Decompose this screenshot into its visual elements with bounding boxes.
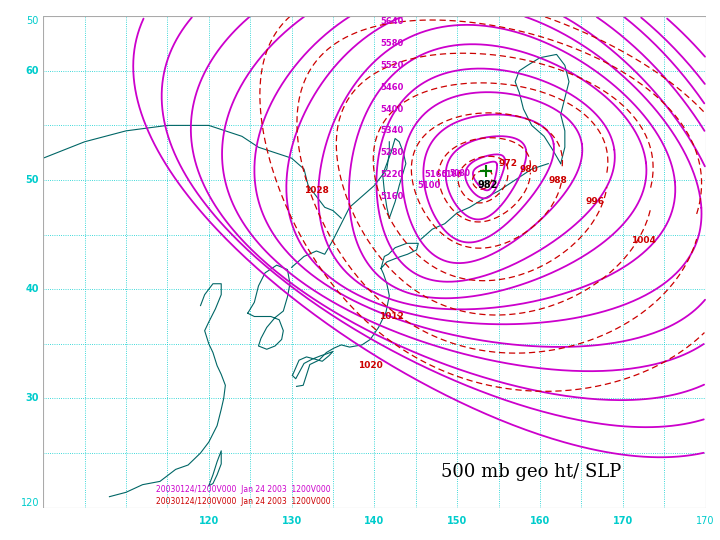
Text: 50: 50 [25, 175, 39, 185]
Text: 5580: 5580 [380, 39, 403, 48]
Text: 60: 60 [25, 66, 39, 76]
Text: 1004: 1004 [631, 235, 656, 245]
Text: 5400: 5400 [380, 105, 403, 113]
Text: 20030124/1200V000  Jan 24 2003  1200V000: 20030124/1200V000 Jan 24 2003 1200V000 [156, 497, 330, 505]
Text: 170: 170 [613, 516, 633, 526]
Text: 500 mb geo ht/ SLP: 500 mb geo ht/ SLP [441, 463, 621, 481]
Text: 5340: 5340 [380, 126, 403, 136]
Text: 5160: 5160 [424, 170, 447, 179]
Text: 988: 988 [549, 176, 567, 185]
Text: 5460: 5460 [380, 83, 403, 92]
Text: 5220: 5220 [380, 170, 403, 179]
Text: 120: 120 [21, 497, 39, 508]
Text: 1012: 1012 [379, 312, 403, 321]
Text: 170: 170 [696, 516, 715, 526]
Text: 5100: 5100 [442, 170, 463, 179]
Text: 50: 50 [27, 16, 39, 26]
Text: 5640: 5640 [380, 17, 403, 26]
Text: 982: 982 [477, 180, 498, 190]
Text: 5100: 5100 [418, 181, 441, 190]
Text: 130: 130 [282, 516, 302, 526]
Text: 40: 40 [25, 284, 39, 294]
Text: 5280: 5280 [380, 148, 403, 157]
Text: 1028: 1028 [304, 186, 329, 195]
Text: 972: 972 [498, 159, 518, 168]
Text: 140: 140 [364, 516, 384, 526]
Text: 996: 996 [585, 197, 605, 206]
Text: 5520: 5520 [380, 61, 403, 70]
Text: 20030124/1200V000  Jan 24 2003  1200V000: 20030124/1200V000 Jan 24 2003 1200V000 [156, 485, 330, 494]
Text: 5160: 5160 [380, 192, 403, 201]
Text: 30: 30 [25, 394, 39, 403]
Text: 160: 160 [530, 516, 550, 526]
Text: 120: 120 [199, 516, 219, 526]
Text: 150: 150 [447, 516, 467, 526]
Text: 1020: 1020 [358, 361, 382, 370]
Text: 5080: 5080 [449, 169, 470, 178]
Text: 980: 980 [519, 165, 538, 173]
